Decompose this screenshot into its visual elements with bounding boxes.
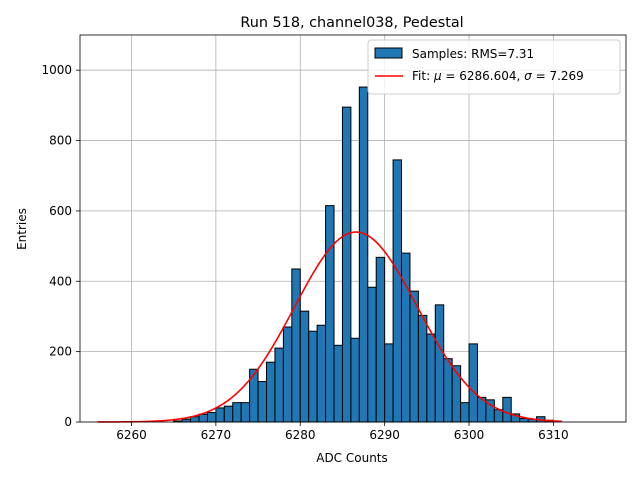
histogram-bar [392,159,403,423]
x-axis-ticks: 6260 6270 6280 6290 6300 6310 [116,422,569,442]
x-tick-label: 6270 [201,428,232,442]
y-axis-label: Entries [15,208,29,250]
y-tick-label: 0 [64,415,72,429]
histogram-bar [266,361,276,423]
histogram-bar [181,418,192,423]
y-tick-label: 400 [49,274,72,288]
histogram-bar [206,412,217,423]
histogram-bar [282,326,293,423]
histogram-bar [316,324,327,423]
histogram-bar [291,268,301,423]
histogram-bars [173,86,554,423]
histogram-bar [502,396,512,423]
x-tick-label: 6310 [538,428,569,442]
histogram-bar [274,347,284,423]
histogram-bar [215,407,225,423]
histogram-bar [460,402,470,423]
legend-box [367,39,621,95]
histogram-bar [198,413,208,423]
histogram-bar [299,310,310,423]
plot-frame [79,34,627,423]
histogram-bar [257,381,268,423]
legend-label-samples: Samples: RMS=7.31 [412,47,534,61]
histogram-bar [519,417,529,423]
legend: Samples: RMS=7.31 Fit: μ = 6286.604, σ =… [367,39,621,95]
histogram-bar [240,402,251,423]
histogram-bar [223,405,234,423]
histogram-bar [232,402,242,423]
histogram-bar [308,330,318,423]
histogram-bar [493,409,504,423]
histogram-bar [333,344,343,423]
gaussian-fit-line [97,231,562,423]
histogram-bar [451,365,462,423]
x-tick-label: 6260 [116,428,147,442]
histogram-bar [375,256,386,423]
histogram-bar [350,337,360,423]
legend-swatch-samples [374,47,403,59]
x-axis-label: ADC Counts [316,451,388,465]
y-tick-label: 1000 [41,63,72,77]
histogram-bar [434,304,445,423]
y-axis-ticks: 0 200 400 600 800 1000 [41,63,80,429]
x-tick-label: 6300 [454,428,485,442]
histogram-bar [384,343,394,423]
grid-lines [80,35,626,423]
histogram-bar [417,314,428,423]
histogram-bar [358,86,369,423]
y-tick-label: 200 [49,345,72,359]
chart-title: Run 518, channel038, Pedestal [240,15,463,31]
histogram-bar [325,205,335,423]
x-tick-label: 6280 [285,428,316,442]
legend-label-fit: Fit: μ = 6286.604, σ = 7.269 [412,69,584,83]
histogram-bar [426,333,436,423]
histogram-bar [367,286,377,423]
histogram-bar [341,106,352,423]
histogram-bar [468,343,478,423]
y-tick-label: 600 [49,204,72,218]
y-tick-label: 800 [49,134,72,148]
histogram-bar [443,358,453,423]
x-tick-label: 6290 [369,428,400,442]
histogram-bar [409,290,419,423]
